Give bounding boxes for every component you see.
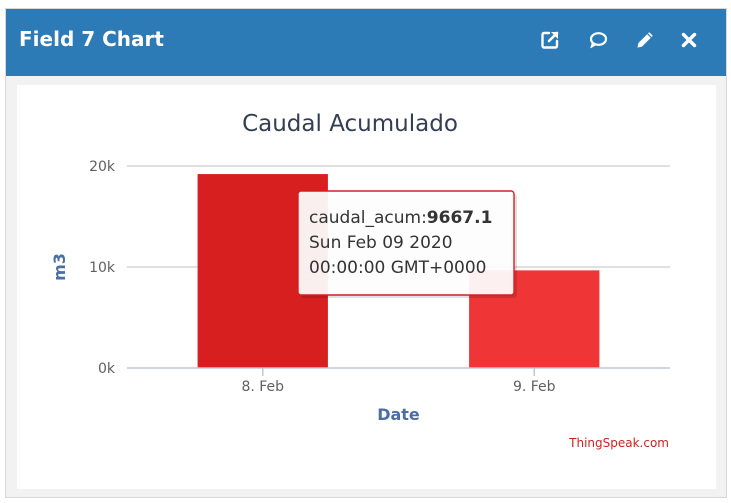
- chart-panel: Caudal Acumulado 0k 10k 20k 8. Feb 9. Feb m…: [17, 85, 716, 489]
- y-tick-label: 20k: [89, 159, 116, 175]
- pencil-icon[interactable]: [630, 25, 660, 55]
- bar-chart: Caudal Acumulado 0k 10k 20k 8. Feb 9. Feb m…: [50, 111, 670, 450]
- tooltip-value: 9667.1: [427, 208, 493, 228]
- credits-link[interactable]: ThingSpeak.com: [568, 436, 669, 450]
- close-icon[interactable]: [674, 25, 704, 55]
- y-axis-label: m3: [50, 253, 69, 281]
- comment-icon[interactable]: [583, 25, 613, 55]
- external-link-icon[interactable]: [535, 25, 565, 55]
- x-axis-label: Date: [377, 405, 420, 424]
- tooltip-date: Sun Feb 09 2020: [309, 233, 453, 253]
- tooltip-time: 00:00:00 GMT+0000: [309, 258, 487, 278]
- chart-title: Caudal Acumulado: [242, 111, 458, 137]
- window-titlebar: Field 7 Chart: [6, 9, 726, 76]
- x-tick-label: 9. Feb: [513, 379, 556, 395]
- y-tick-label: 10k: [89, 260, 116, 276]
- x-tick-label: 8. Feb: [241, 379, 284, 395]
- window-title: Field 7 Chart: [19, 27, 164, 51]
- tooltip-series-label: caudal_acum:: [309, 208, 427, 228]
- tooltip-series-line: caudal_acum:9667.1: [309, 208, 492, 228]
- chart-window: Field 7 Chart: [5, 8, 727, 498]
- chart-tooltip: caudal_acum:9667.1 Sun Feb 09 2020 00:00…: [297, 190, 517, 298]
- y-tick-label: 0k: [98, 361, 116, 377]
